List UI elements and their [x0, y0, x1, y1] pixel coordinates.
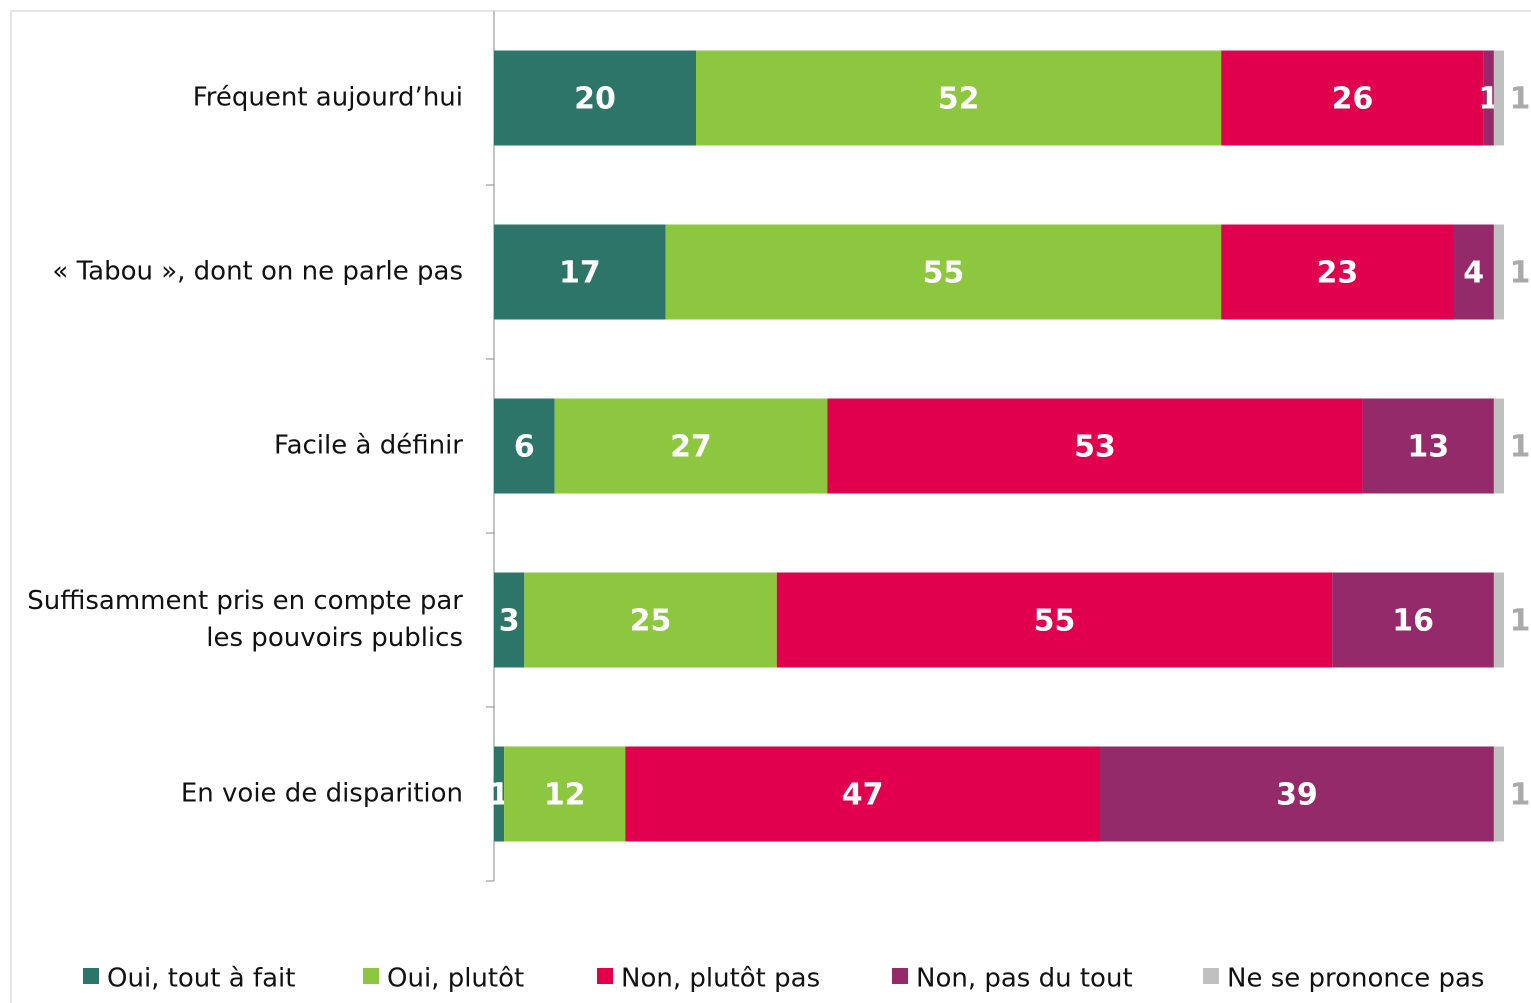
bar-segment	[504, 746, 626, 842]
bar-segment	[1221, 50, 1484, 146]
value-label: 4	[1463, 256, 1484, 291]
value-label: 1	[1510, 256, 1531, 291]
bar-segment	[1493, 572, 1504, 668]
category-label: Suffisamment pris en compte par les pouv…	[27, 586, 463, 653]
legend-label: Non, pas du tout	[916, 964, 1133, 994]
bar-segment	[1493, 50, 1504, 146]
legend-label: Oui, plutôt	[387, 964, 524, 994]
category-label: En voie de disparition	[180, 778, 463, 809]
value-label: 55	[923, 256, 965, 291]
bar-segment	[1493, 224, 1504, 320]
bar-segment	[494, 224, 666, 320]
value-label: 3	[499, 604, 520, 639]
bar-segment	[776, 572, 1333, 668]
bar-segment	[696, 50, 1222, 146]
bar-segment	[554, 398, 828, 494]
legend-label: Oui, tout à fait	[107, 964, 295, 994]
value-label: 39	[1276, 778, 1318, 813]
value-label: 1	[1510, 778, 1531, 813]
legend-label: Ne se prononce pas	[1227, 964, 1484, 994]
bar-segment	[665, 224, 1222, 320]
value-label: 47	[842, 778, 884, 813]
bar-segment	[1332, 572, 1494, 668]
value-label: 23	[1316, 256, 1358, 291]
category-label: « Tabou », dont on ne parle pas	[52, 256, 463, 287]
bar-segment	[1493, 746, 1504, 842]
value-label: 27	[670, 430, 712, 465]
value-label: 25	[630, 604, 672, 639]
legend-swatch	[363, 968, 379, 984]
bar-segment	[1362, 398, 1494, 494]
bar-segment	[1483, 50, 1494, 146]
bar-segment	[494, 50, 696, 146]
legend-swatch	[83, 968, 99, 984]
bar-segment	[1100, 746, 1494, 842]
category-label: Facile à définir	[274, 430, 463, 461]
bar-segment	[524, 572, 777, 668]
bar-segment	[494, 746, 505, 842]
value-label: 13	[1407, 430, 1449, 465]
bar-segment	[1221, 224, 1454, 320]
value-label: 53	[1074, 430, 1116, 465]
value-label: 26	[1332, 82, 1374, 117]
bar-segment	[827, 398, 1363, 494]
value-label: 12	[544, 778, 586, 813]
bar-segment	[1493, 398, 1504, 494]
legend-label: Non, plutôt pas	[621, 964, 820, 994]
value-label: 6	[514, 430, 535, 465]
value-label: 20	[574, 82, 616, 117]
legend-swatch	[892, 968, 908, 984]
value-label: 17	[559, 256, 601, 291]
value-label: 1	[1510, 82, 1531, 117]
value-label: 1	[1510, 604, 1531, 639]
legend-swatch	[1203, 968, 1219, 984]
bar-segment	[1453, 224, 1494, 320]
value-label: 55	[1034, 604, 1076, 639]
value-label: 52	[938, 82, 980, 117]
bar-segment	[494, 398, 555, 494]
bar-segment	[625, 746, 1100, 842]
value-label: 1	[1510, 430, 1531, 465]
category-label: Fréquent aujourd’hui	[192, 82, 463, 113]
value-label: 16	[1392, 604, 1434, 639]
bar-segment	[494, 572, 525, 668]
legend-swatch	[597, 968, 613, 984]
